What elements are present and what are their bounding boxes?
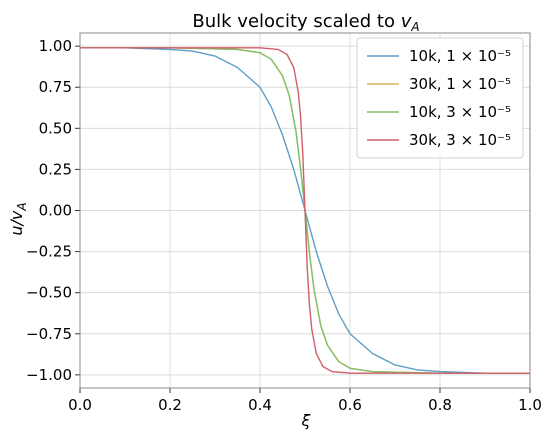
x-tick-label: 0.2 [158, 396, 182, 414]
x-tick-label: 0.4 [248, 396, 272, 414]
x-tick-label: 0.8 [428, 396, 452, 414]
y-axis-label: u/vA [7, 202, 29, 235]
y-tick-label: 0.75 [39, 78, 72, 96]
y-tick-label: −1.00 [26, 366, 72, 384]
y-tick-label: 0.00 [39, 202, 72, 220]
y-tick-label: −0.25 [26, 243, 72, 261]
legend-entry-label: 10k, 1 × 10⁻⁵ [409, 47, 511, 65]
y-tick-label: 0.25 [39, 160, 72, 178]
x-tick-label: 1.0 [518, 396, 542, 414]
legend-box [356, 37, 524, 159]
legend: 10k, 1 × 10⁻⁵ 30k, 1 × 10⁻⁵ 10k, 3 × 10⁻⁵ 3… [356, 37, 524, 159]
x-tick-label: 0.6 [338, 396, 362, 414]
series-line-4 [80, 47, 530, 374]
legend-entry-label: 10k, 3 × 10⁻⁵ [409, 103, 511, 121]
chart-title-main: Bulk velocity scaled to [192, 11, 400, 32]
legend-entry-label: 30k, 1 × 10⁻⁵ [409, 75, 511, 93]
y-tick-label: −0.75 [26, 325, 72, 343]
y-axis-label-u: u/v [7, 210, 26, 236]
y-tick-label: 1.00 [39, 37, 72, 55]
y-axis-label-sub: A [15, 202, 29, 211]
x-axis-label: ξ [301, 411, 312, 430]
plot-frame [79, 32, 531, 389]
y-tick-label: −0.50 [26, 284, 72, 302]
chart-title-var: v [401, 11, 412, 32]
axis-ticks: 0.0 0.2 0.4 0.6 0.8 1.0 1.00 0.75 0.50 0.25 0.00 −0… [26, 37, 542, 414]
legend-entry-label: 30k, 3 × 10⁻⁵ [409, 131, 511, 149]
x-tick-label: 0.0 [68, 396, 92, 414]
chart-title: Bulk velocity scaled to vA [192, 11, 419, 34]
series-lines [80, 47, 530, 374]
y-tick-label: 0.50 [39, 119, 72, 137]
chart-title-sub: A [410, 20, 419, 34]
